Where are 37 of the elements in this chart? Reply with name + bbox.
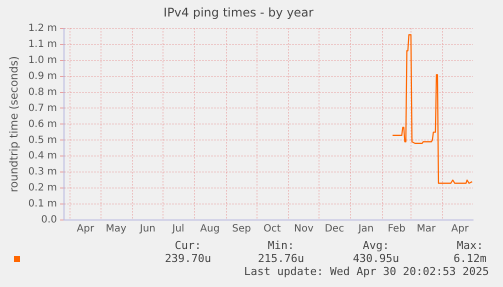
y-tick-label: 0.1 m — [28, 198, 58, 210]
x-tick-label: Apr — [76, 224, 95, 235]
text: 239.70u — [164, 252, 212, 265]
x-tick-label: Jul — [171, 224, 184, 235]
y-tick-label: 0.9 m — [28, 70, 58, 82]
text: Avg: — [362, 239, 390, 252]
y-tick-label: 0.6 m — [28, 118, 58, 130]
x-tick-label: Nov — [294, 224, 314, 235]
y-tick-label: 0.4 m — [28, 150, 58, 162]
text: 215.76u — [256, 252, 306, 265]
x-tick-label: Sep — [232, 224, 251, 235]
text: 6.12m — [452, 252, 488, 265]
x-tick-label: Jun — [138, 224, 156, 235]
x-tick-label: Feb — [388, 224, 406, 235]
x-tick-label: Jan — [357, 224, 374, 235]
chart-title: IPv4 ping times - by year — [164, 5, 314, 20]
y-tick-label: 0.0 — [41, 214, 58, 226]
x-tick-label: May — [106, 224, 126, 235]
text: 430.95u — [352, 252, 400, 265]
x-tick-label: Mar — [416, 224, 437, 235]
y-tick-label: 0.7 m — [28, 102, 58, 114]
y-tick-label: 0.5 m — [28, 134, 58, 146]
x-tick-label: Oct — [264, 224, 281, 235]
y-tick-label: 1.2 m — [28, 22, 58, 34]
y-tick-label: 1.0 m — [28, 54, 58, 66]
y-tick-label: 0.2 m — [28, 182, 58, 194]
text: Last update: Wed Apr 30 20:02:53 2025 — [244, 265, 489, 278]
y-tick-label: 0.3 m — [28, 166, 58, 178]
text: Cur: — [174, 239, 202, 252]
y-tick-label: 0.8 m — [28, 86, 58, 98]
x-tick-label: Dec — [324, 224, 344, 235]
y-tick-label: 1.1 m — [28, 38, 58, 50]
x-tick-label: Aug — [200, 224, 220, 235]
text: Min: — [266, 239, 296, 252]
text: Max: — [456, 239, 484, 252]
y-axis-title: roundtrip time (seconds) — [7, 56, 20, 192]
x-tick-label: Apr — [451, 224, 470, 235]
